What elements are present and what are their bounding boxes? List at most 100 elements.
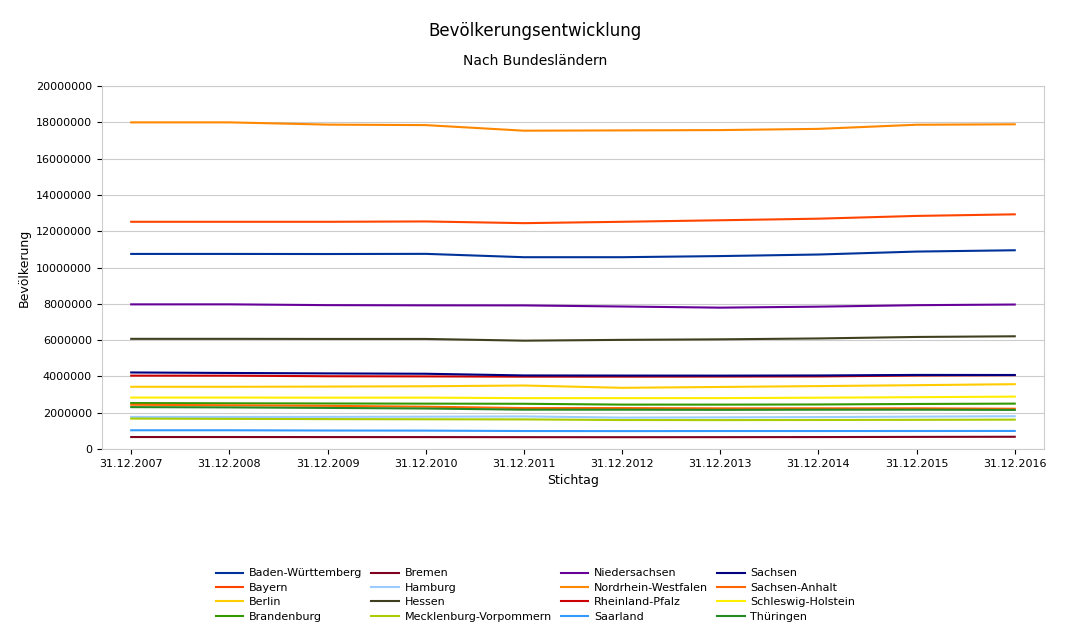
X-axis label: Stichtag: Stichtag <box>547 475 599 487</box>
Brandenburg <box>419 400 432 408</box>
Legend: Baden-Württemberg, Bayern, Berlin, Brandenburg, Bremen, Hamburg, Hessen, Mecklen: Baden-Württemberg, Bayern, Berlin, Brand… <box>212 565 859 625</box>
Bremen <box>910 433 923 441</box>
Mecklenburg-Vorpommern <box>1008 416 1021 424</box>
Sachsen-Anhalt <box>223 401 236 409</box>
Nordrhein-Westfalen <box>616 127 629 134</box>
Thüringen <box>223 404 236 412</box>
Rheinland-Pfalz <box>223 372 236 380</box>
Text: Bevölkerungsentwicklung: Bevölkerungsentwicklung <box>428 22 643 40</box>
Sachsen-Anhalt <box>321 402 334 410</box>
Nordrhein-Westfalen <box>812 125 825 132</box>
Sachsen <box>419 370 432 378</box>
Mecklenburg-Vorpommern <box>713 416 726 424</box>
Schleswig-Holstein <box>223 394 236 401</box>
Sachsen <box>517 371 530 379</box>
Line: Sachsen: Sachsen <box>131 373 1014 376</box>
Sachsen-Anhalt <box>517 404 530 412</box>
Nordrhein-Westfalen <box>321 121 334 129</box>
Baden-Württemberg <box>713 252 726 260</box>
Baden-Württemberg <box>223 250 236 258</box>
Hessen <box>616 336 629 344</box>
Rheinland-Pfalz <box>517 373 530 380</box>
Bremen <box>1008 433 1021 441</box>
Sachsen-Anhalt <box>419 403 432 410</box>
Line: Sachsen-Anhalt: Sachsen-Anhalt <box>131 404 1014 409</box>
Niedersachsen <box>517 301 530 309</box>
Mecklenburg-Vorpommern <box>812 416 825 424</box>
Sachsen-Anhalt <box>1008 405 1021 413</box>
Brandenburg <box>910 400 923 408</box>
Berlin <box>517 382 530 389</box>
Line: Rheinland-Pfalz: Rheinland-Pfalz <box>131 375 1014 376</box>
Line: Hamburg: Hamburg <box>131 416 1014 418</box>
Sachsen-Anhalt <box>616 404 629 412</box>
Schleswig-Holstein <box>713 394 726 402</box>
Thüringen <box>713 406 726 413</box>
Nordrhein-Westfalen <box>124 118 137 126</box>
Hamburg <box>910 413 923 420</box>
Line: Thüringen: Thüringen <box>131 407 1014 410</box>
Hessen <box>223 335 236 343</box>
Line: Berlin: Berlin <box>131 384 1014 388</box>
Saarland <box>321 427 334 434</box>
Sachsen-Anhalt <box>713 404 726 412</box>
Niedersachsen <box>616 303 629 310</box>
Sachsen <box>124 369 137 376</box>
Sachsen-Anhalt <box>812 404 825 412</box>
Brandenburg <box>223 399 236 407</box>
Brandenburg <box>124 399 137 407</box>
Hessen <box>517 337 530 345</box>
Line: Baden-Württemberg: Baden-Württemberg <box>131 250 1014 257</box>
Line: Brandenburg: Brandenburg <box>131 403 1014 404</box>
Sachsen <box>223 369 236 377</box>
Mecklenburg-Vorpommern <box>910 416 923 424</box>
Berlin <box>223 383 236 390</box>
Saarland <box>1008 427 1021 435</box>
Niedersachsen <box>910 301 923 309</box>
Hamburg <box>616 414 629 422</box>
Brandenburg <box>616 401 629 408</box>
Schleswig-Holstein <box>616 394 629 402</box>
Berlin <box>419 382 432 390</box>
Sachsen <box>812 371 825 379</box>
Line: Hessen: Hessen <box>131 336 1014 341</box>
Rheinland-Pfalz <box>713 373 726 380</box>
Sachsen-Anhalt <box>910 404 923 412</box>
Rheinland-Pfalz <box>812 373 825 380</box>
Schleswig-Holstein <box>517 394 530 402</box>
Bayern <box>124 218 137 225</box>
Nordrhein-Westfalen <box>517 127 530 134</box>
Thüringen <box>910 406 923 413</box>
Bayern <box>616 218 629 225</box>
Thüringen <box>812 406 825 413</box>
Mecklenburg-Vorpommern <box>124 415 137 422</box>
Nordrhein-Westfalen <box>223 118 236 126</box>
Mecklenburg-Vorpommern <box>223 415 236 423</box>
Berlin <box>910 382 923 389</box>
Bayern <box>713 217 726 224</box>
Mecklenburg-Vorpommern <box>419 415 432 423</box>
Berlin <box>1008 380 1021 388</box>
Line: Bayern: Bayern <box>131 214 1014 223</box>
Hamburg <box>1008 412 1021 420</box>
Baden-Württemberg <box>419 250 432 258</box>
Mecklenburg-Vorpommern <box>517 415 530 423</box>
Bayern <box>223 218 236 225</box>
Bayern <box>517 219 530 227</box>
Bremen <box>419 433 432 441</box>
Baden-Württemberg <box>812 251 825 259</box>
Bremen <box>223 433 236 441</box>
Hessen <box>321 335 334 343</box>
Niedersachsen <box>812 303 825 310</box>
Thüringen <box>419 404 432 412</box>
Thüringen <box>1008 406 1021 413</box>
Berlin <box>124 383 137 390</box>
Hamburg <box>124 413 137 421</box>
Niedersachsen <box>713 304 726 311</box>
Sachsen <box>713 372 726 380</box>
Berlin <box>812 382 825 390</box>
Hessen <box>419 335 432 343</box>
Schleswig-Holstein <box>321 394 334 401</box>
Nordrhein-Westfalen <box>910 121 923 129</box>
Brandenburg <box>713 401 726 408</box>
